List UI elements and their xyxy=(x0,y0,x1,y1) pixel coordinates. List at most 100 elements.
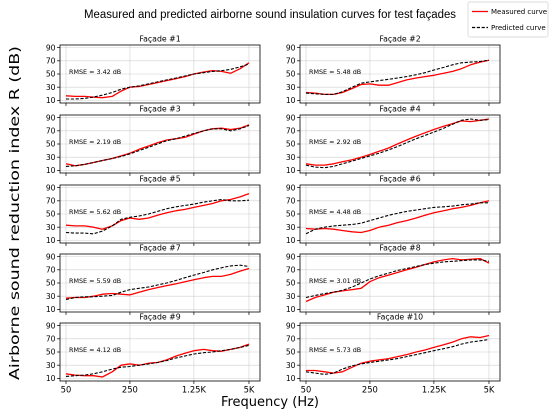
y-tick-label: 50 xyxy=(46,210,56,219)
legend-box xyxy=(467,1,549,38)
y-tick-label: 30 xyxy=(286,361,296,370)
predicted-curve-line xyxy=(305,118,490,169)
y-tick-label: 50 xyxy=(46,70,56,79)
predicted-curve-line xyxy=(305,338,490,375)
subplot-title: Façade #9 xyxy=(139,313,180,322)
y-tick-label: 90 xyxy=(286,113,296,122)
subplot-facade-4: 10 30 50 70 90 Façade #4 RMSE = 2.92 dB xyxy=(286,105,501,176)
subplot-title: Façade #4 xyxy=(379,105,420,114)
legend-measured-label: Measured curve xyxy=(491,8,547,16)
x-tick-label: 1.25K xyxy=(422,385,447,395)
subplot-facade-1: 10 30 50 70 90 Façade #1 RMSE = 3.42 dB xyxy=(46,35,261,106)
predicted-curve-line xyxy=(305,59,490,95)
y-tick-label: 50 xyxy=(46,140,56,149)
predicted-curve-line xyxy=(65,124,250,167)
y-tick-label: 50 xyxy=(46,279,56,288)
rmse-annotation: RMSE = 3.42 dB xyxy=(69,68,121,76)
y-tick-label: 50 xyxy=(286,70,296,79)
predicted-curve-line xyxy=(65,264,250,301)
rmse-annotation: RMSE = 2.19 dB xyxy=(69,138,121,146)
subplot-title: Façade #5 xyxy=(139,175,180,184)
rmse-annotation: RMSE = 4.48 dB xyxy=(309,208,361,216)
subplot-title: Façade #6 xyxy=(379,175,420,184)
measured-curve-line xyxy=(305,200,490,234)
predicted-curve-line xyxy=(66,63,250,100)
x-tick-label: 5K xyxy=(244,385,255,395)
y-tick-label: 70 xyxy=(286,57,296,66)
y-tick-label: 10 xyxy=(286,374,296,383)
subplot-title: Façade #3 xyxy=(139,105,180,114)
y-tick-label: 10 xyxy=(46,166,56,175)
predicted-curve-line xyxy=(305,259,490,299)
subplot-facade-3: 10 30 50 70 90 Façade #3 RMSE = 2.19 dB xyxy=(46,105,261,176)
y-tick-label: 90 xyxy=(286,43,296,52)
y-tick-label: 30 xyxy=(46,153,56,162)
y-tick-label: 70 xyxy=(46,57,56,66)
subplot-grid: 10 30 50 70 90 Façade #1 RMSE = 3.42 dB 10 30 50 7… xyxy=(46,35,501,395)
y-tick-label: 30 xyxy=(286,292,296,301)
y-tick-label: 10 xyxy=(286,166,296,175)
subplot-facade-5: 10 30 50 70 90 Façade #5 RMSE = 5.62 dB xyxy=(46,175,261,246)
measured-curve-line xyxy=(65,267,250,299)
x-tick-label: 250 xyxy=(362,385,378,395)
y-tick-label: 30 xyxy=(286,223,296,232)
y-tick-label: 50 xyxy=(46,348,56,357)
y-tick-label: 10 xyxy=(46,374,56,383)
subplot-title: Façade #7 xyxy=(139,244,180,253)
y-tick-label: 90 xyxy=(46,43,56,52)
x-axis-label: Frequency (Hz) xyxy=(221,395,319,410)
subplot-facade-6: 10 30 50 70 90 Façade #6 RMSE = 4.48 dB xyxy=(286,175,501,246)
rmse-annotation: RMSE = 5.73 dB xyxy=(309,346,361,354)
y-axis-label: Airborne sound reduction index R (dB) xyxy=(8,46,23,380)
x-tick-label: 250 xyxy=(122,385,138,395)
legend: Measured curve Predicted curve xyxy=(467,1,549,38)
y-tick-label: 30 xyxy=(46,292,56,301)
y-tick-label: 30 xyxy=(46,83,56,92)
subplot-title: Façade #10 xyxy=(377,313,423,322)
subplot-facade-9: 10 30 50 70 90 50 250 1.25K 5K Façade #9 RMSE = 4.… xyxy=(46,313,261,395)
subplot-title: Façade #2 xyxy=(379,35,420,44)
rmse-annotation: RMSE = 2.92 dB xyxy=(309,138,361,146)
y-tick-label: 90 xyxy=(286,252,296,261)
y-tick-label: 10 xyxy=(286,305,296,314)
rmse-annotation: RMSE = 5.59 dB xyxy=(69,277,121,285)
subplot-facade-2: 10 30 50 70 90 Façade #2 RMSE = 5.48 dB xyxy=(286,35,501,106)
y-tick-label: 70 xyxy=(46,335,56,344)
x-tick-label: 50 xyxy=(61,385,72,395)
subplot-title: Façade #8 xyxy=(379,244,420,253)
y-tick-label: 10 xyxy=(286,236,296,245)
chart-title: Measured and predicted airborne sound in… xyxy=(84,9,456,21)
y-tick-label: 90 xyxy=(286,321,296,330)
y-tick-label: 90 xyxy=(46,113,56,122)
y-tick-label: 10 xyxy=(46,305,56,314)
y-tick-label: 70 xyxy=(46,197,56,206)
y-tick-label: 90 xyxy=(46,183,56,192)
subplot-facade-8: 10 30 50 70 90 Façade #8 RMSE = 3.01 dB xyxy=(286,244,501,315)
y-tick-label: 70 xyxy=(286,266,296,275)
rmse-annotation: RMSE = 5.48 dB xyxy=(309,68,361,76)
y-tick-label: 10 xyxy=(46,236,56,245)
y-tick-label: 50 xyxy=(286,210,296,219)
predicted-curve-line xyxy=(65,344,250,377)
subplot-title: Façade #1 xyxy=(139,35,180,44)
measured-curve-line xyxy=(65,192,250,230)
y-tick-label: 70 xyxy=(286,335,296,344)
y-tick-label: 30 xyxy=(46,361,56,370)
y-tick-label: 70 xyxy=(46,266,56,275)
y-tick-label: 90 xyxy=(46,321,56,330)
y-tick-label: 30 xyxy=(286,153,296,162)
y-tick-label: 70 xyxy=(46,127,56,136)
y-tick-label: 90 xyxy=(46,252,56,261)
y-tick-label: 50 xyxy=(286,279,296,288)
x-tick-label: 5K xyxy=(484,385,495,395)
subplot-facade-7: 10 30 50 70 90 Façade #7 RMSE = 5.59 dB xyxy=(46,244,261,315)
y-tick-label: 90 xyxy=(286,183,296,192)
y-tick-label: 50 xyxy=(286,348,296,357)
y-tick-label: 50 xyxy=(286,140,296,149)
y-tick-label: 70 xyxy=(286,197,296,206)
legend-predicted-label: Predicted curve xyxy=(491,24,546,32)
subplot-facade-10: 10 30 50 70 90 50 250 1.25K 5K Façade #10 RMSE = 5… xyxy=(286,313,501,395)
predicted-curve-line xyxy=(65,198,250,235)
y-tick-label: 10 xyxy=(46,96,56,105)
